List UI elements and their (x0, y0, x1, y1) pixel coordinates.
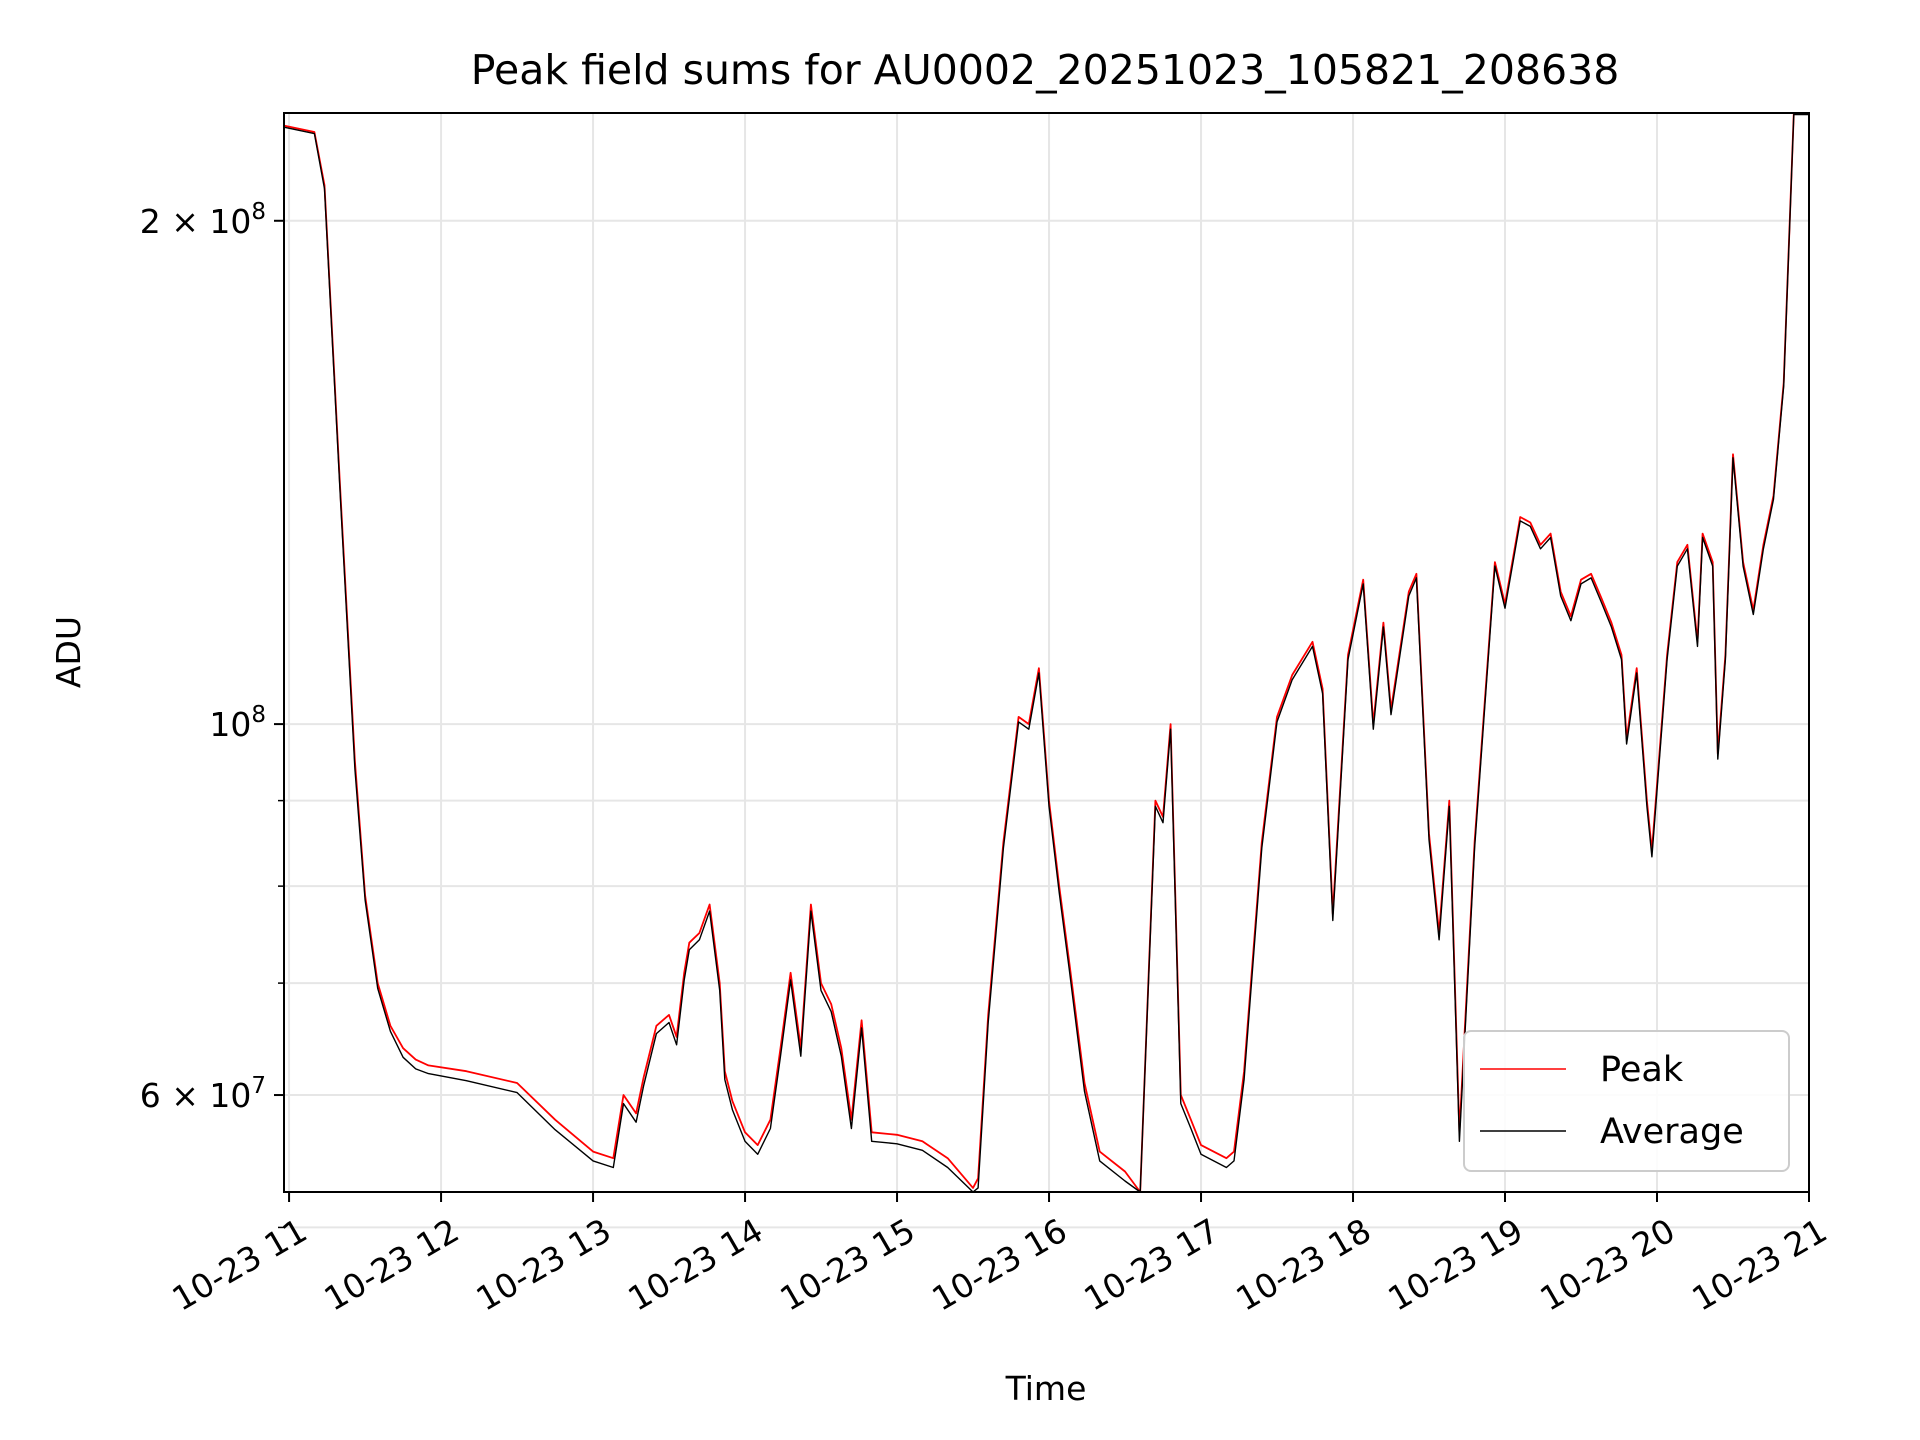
y-tick-base: 10 (209, 705, 251, 744)
y-tick-label: 108 (209, 702, 266, 744)
y-tick-exponent: 8 (251, 199, 266, 225)
legend: Peak Average (1463, 1030, 1790, 1172)
x-axis-label: Time (1005, 1369, 1087, 1408)
legend-box (1463, 1030, 1790, 1172)
legend-label-average: Average (1600, 1112, 1744, 1152)
plot-area-frame (283, 112, 1810, 1193)
y-axis-label: ADU (49, 616, 88, 688)
y-tick-exponent: 7 (251, 1073, 266, 1099)
y-tick-label: 2 × 108 (140, 199, 266, 241)
y-tick-mantissa: 6 (140, 1076, 161, 1115)
y-tick-exponent: 8 (251, 702, 266, 728)
y-tick-times-sign: × (161, 1076, 210, 1115)
series-layer (283, 112, 1809, 1193)
y-tick-times-sign: × (161, 202, 210, 241)
y-tick-base: 10 (209, 202, 251, 241)
legend-label-peak: Peak (1600, 1050, 1684, 1090)
y-tick-base: 10 (209, 1076, 251, 1115)
chart-title: Peak field sums for AU0002_20251023_1058… (471, 46, 1620, 94)
series-line-average (283, 113, 1809, 1193)
y-tick-mantissa: 2 (140, 202, 161, 241)
y-tick-label: 6 × 107 (140, 1073, 266, 1115)
